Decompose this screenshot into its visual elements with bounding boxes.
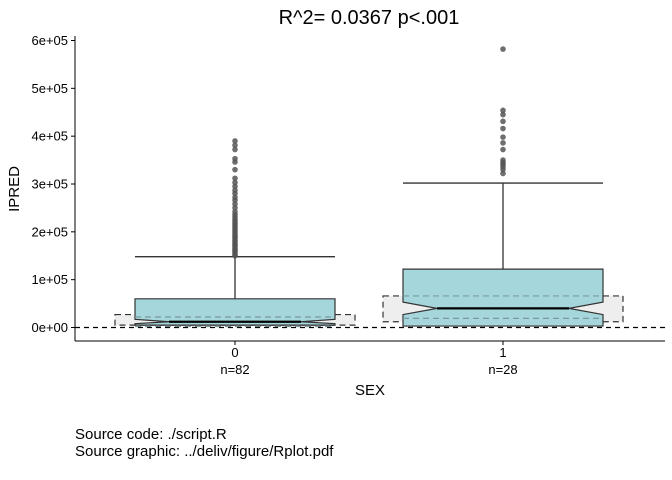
outlier-point — [232, 208, 238, 215]
y-tick-label: 6e+05 — [31, 33, 68, 48]
outlier-point — [232, 146, 238, 153]
y-tick-label: 5e+05 — [31, 81, 68, 96]
outlier-point — [500, 46, 506, 52]
outlier-point — [500, 111, 506, 118]
box-group-1 — [382, 46, 624, 327]
y-tick-label: 0e+00 — [31, 320, 68, 335]
y-ticks: 0e+00 1e+05 2e+05 3e+05 4e+05 5e+05 6e+05 — [31, 33, 75, 335]
outlier-point — [232, 201, 238, 207]
x-ticks: 0 n=82 1 n=28 — [220, 341, 518, 377]
outlier-point — [232, 138, 238, 144]
outlier-point — [232, 194, 238, 201]
x-tick-count-label: n=82 — [220, 362, 249, 377]
boxes — [114, 46, 624, 328]
outlier-point — [500, 140, 506, 146]
source-graphic-note: Source graphic: ../deliv/figure/Rplot.pd… — [75, 443, 334, 460]
outlier-point — [232, 179, 238, 186]
outlier-point — [500, 146, 506, 153]
box-group-0 — [114, 138, 356, 328]
outlier-point — [500, 134, 506, 140]
outlier-point — [232, 175, 238, 182]
outlier-point — [232, 166, 238, 173]
box — [134, 298, 336, 326]
source-code-note: Source code: ./script.R — [75, 426, 227, 443]
outlier-point — [500, 125, 506, 132]
x-tick-label: 1 — [499, 345, 506, 360]
y-tick-label: 1e+05 — [31, 272, 68, 287]
outlier-point — [500, 157, 506, 163]
chart-title: R^2= 0.0367 p<.001 — [279, 7, 460, 29]
x-tick-label: 0 — [231, 345, 238, 360]
y-tick-label: 2e+05 — [31, 224, 68, 239]
y-tick-label: 4e+05 — [31, 129, 68, 144]
outlier-point — [232, 187, 238, 194]
outlier-point — [232, 155, 238, 162]
outlier-point — [232, 205, 238, 211]
box — [402, 268, 604, 327]
outlier-point — [500, 118, 506, 125]
x-tick-count-label: n=28 — [488, 362, 517, 377]
y-tick-label: 3e+05 — [31, 177, 68, 192]
source-footer: Source code: ./script.R Source graphic: … — [75, 426, 333, 460]
outlier-point — [500, 107, 506, 114]
y-axis-label: IPRED — [6, 166, 23, 212]
x-axis-label: SEX — [355, 382, 385, 399]
outlier-point — [232, 142, 238, 149]
outlier-point — [500, 170, 506, 177]
outlier-point — [232, 183, 238, 190]
